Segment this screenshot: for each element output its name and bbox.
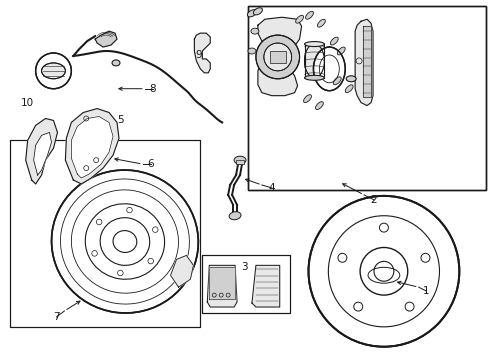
Ellipse shape: [314, 47, 345, 91]
Ellipse shape: [304, 95, 312, 103]
Bar: [202, 255, 290, 313]
Ellipse shape: [306, 12, 314, 19]
Polygon shape: [72, 117, 113, 178]
Polygon shape: [363, 26, 371, 96]
Ellipse shape: [234, 156, 246, 164]
Bar: [248, 6, 486, 190]
Ellipse shape: [333, 77, 341, 85]
Polygon shape: [207, 265, 237, 307]
Circle shape: [36, 53, 72, 89]
Ellipse shape: [305, 44, 324, 78]
Ellipse shape: [295, 15, 303, 23]
Polygon shape: [25, 118, 57, 184]
Ellipse shape: [318, 19, 325, 27]
Ellipse shape: [112, 60, 120, 66]
Ellipse shape: [305, 75, 324, 80]
Text: 9: 9: [195, 50, 202, 60]
Bar: [236, 160, 244, 164]
Ellipse shape: [316, 102, 323, 109]
Ellipse shape: [247, 10, 256, 17]
Bar: [10, 140, 200, 327]
Text: 6: 6: [147, 159, 154, 169]
Ellipse shape: [330, 37, 338, 45]
Circle shape: [256, 35, 299, 79]
Ellipse shape: [251, 28, 259, 34]
Circle shape: [309, 196, 459, 347]
Text: 7: 7: [53, 312, 60, 322]
Polygon shape: [65, 109, 119, 184]
Text: 4: 4: [269, 183, 275, 193]
Ellipse shape: [51, 170, 198, 313]
Ellipse shape: [42, 63, 65, 79]
Text: 5: 5: [118, 116, 124, 126]
Bar: [270, 51, 286, 63]
Polygon shape: [95, 31, 117, 47]
Ellipse shape: [305, 41, 324, 46]
Text: 10: 10: [21, 98, 34, 108]
Bar: [305, 44, 324, 78]
Polygon shape: [209, 267, 235, 299]
Bar: [248, 6, 486, 190]
Polygon shape: [252, 265, 280, 307]
Circle shape: [264, 43, 292, 71]
Bar: [10, 140, 200, 327]
Ellipse shape: [253, 8, 263, 15]
Text: 8: 8: [149, 84, 156, 94]
Polygon shape: [34, 132, 51, 175]
Polygon shape: [258, 17, 301, 96]
Text: 1: 1: [423, 286, 430, 296]
Bar: [202, 255, 290, 313]
Polygon shape: [171, 255, 194, 287]
Ellipse shape: [337, 47, 345, 55]
Polygon shape: [195, 33, 210, 73]
Ellipse shape: [346, 76, 356, 82]
Text: 2: 2: [370, 195, 377, 205]
Ellipse shape: [248, 48, 256, 54]
Ellipse shape: [229, 212, 241, 220]
Polygon shape: [355, 19, 373, 105]
Ellipse shape: [345, 85, 353, 93]
Text: 3: 3: [241, 262, 247, 272]
